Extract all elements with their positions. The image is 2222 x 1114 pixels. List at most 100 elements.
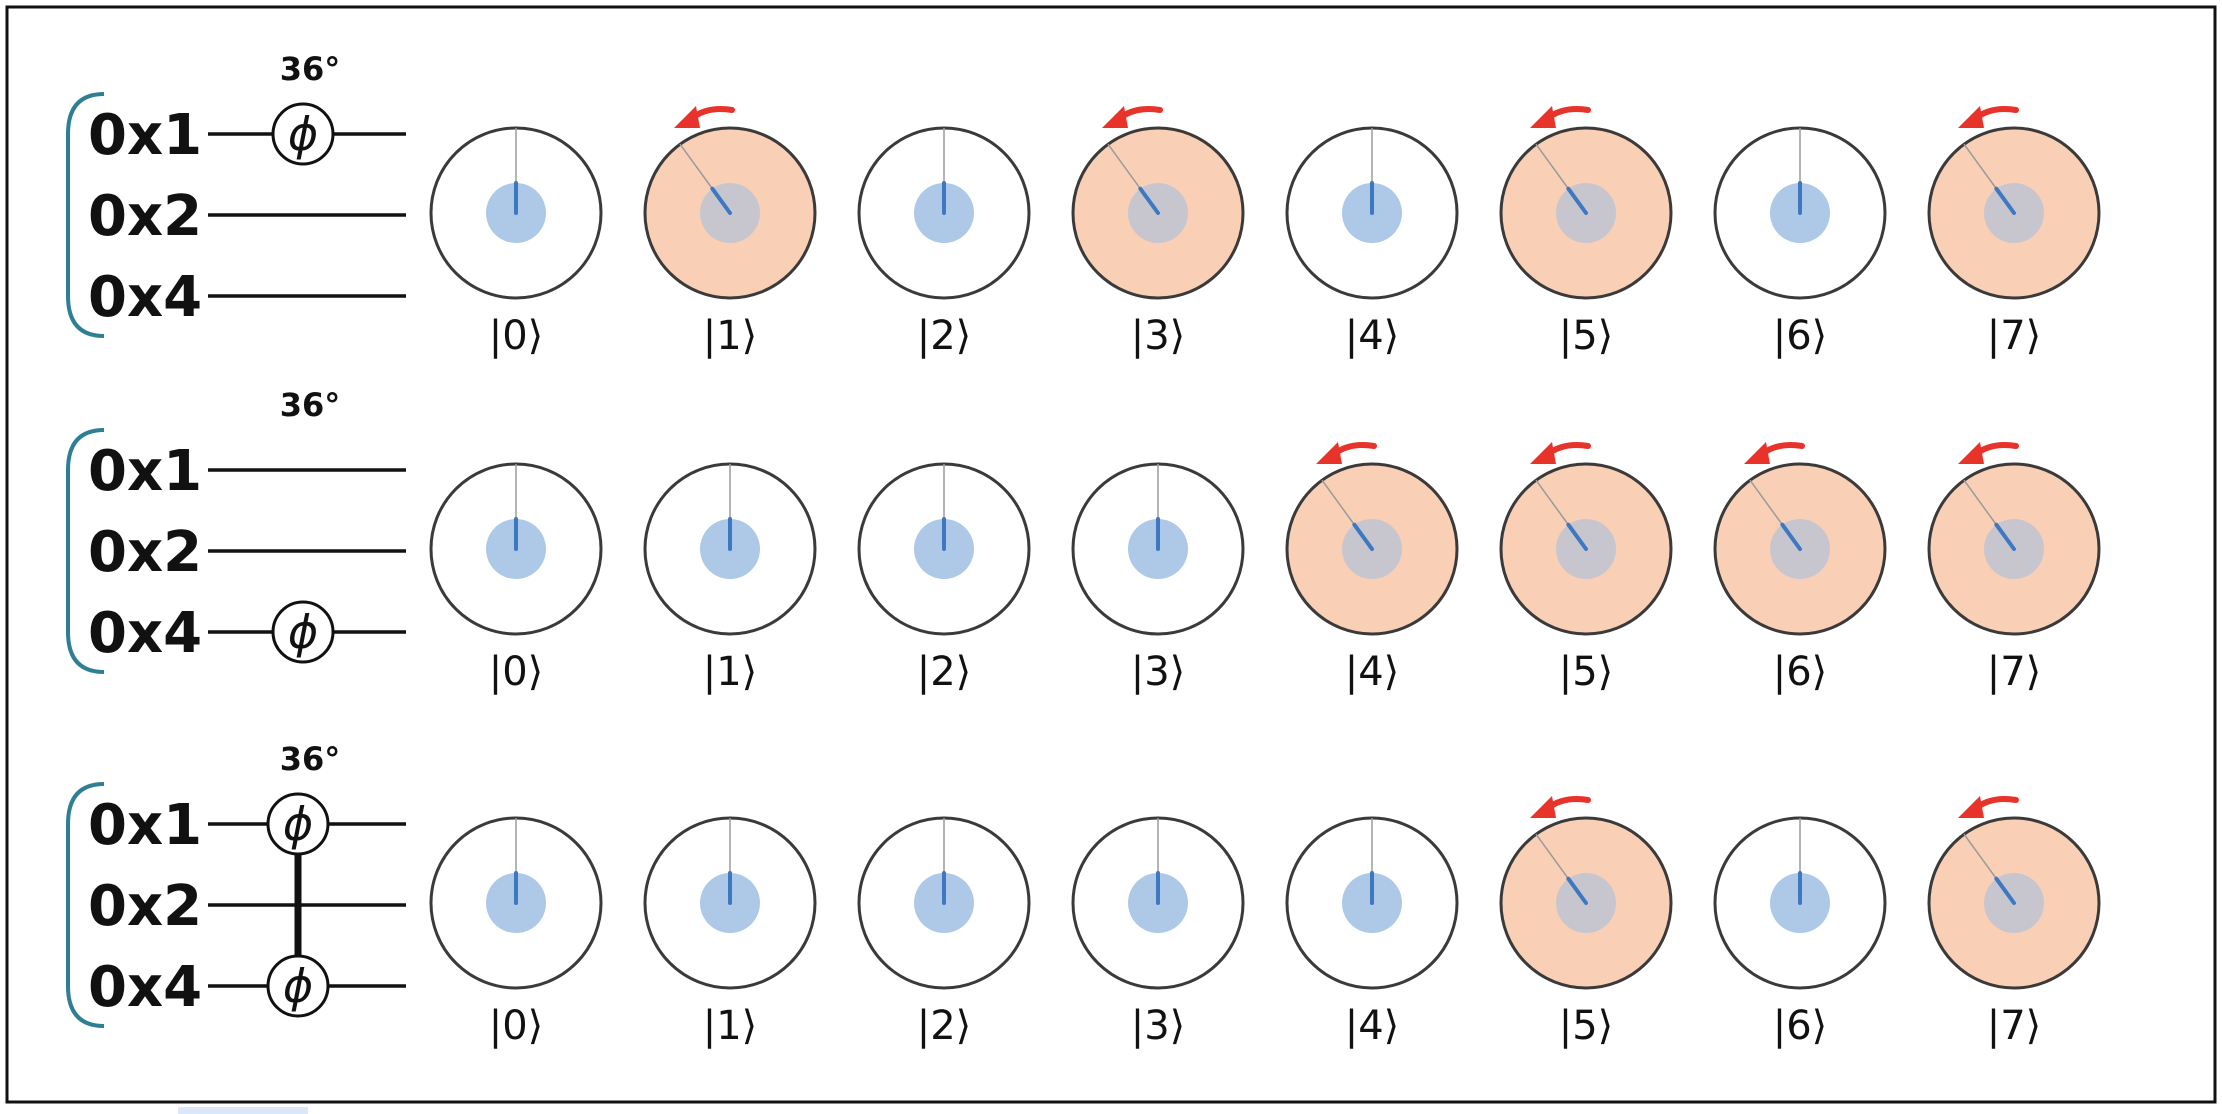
state-ket-label: |0⟩ xyxy=(489,649,544,695)
state-circle-5: |5⟩ xyxy=(1499,106,1673,359)
rotation-arrow-icon xyxy=(1102,106,1163,128)
state-ket-label: |5⟩ xyxy=(1559,1003,1614,1049)
state-circle-2: |2⟩ xyxy=(857,126,1031,359)
rotation-arrow-head xyxy=(674,106,700,128)
rotation-arrow-head xyxy=(1530,796,1556,818)
rotation-arrow-icon xyxy=(1530,106,1591,128)
state-ket-label: |2⟩ xyxy=(917,313,972,359)
state-circle-2: |2⟩ xyxy=(857,816,1031,1049)
state-circle-3: |3⟩ xyxy=(1071,106,1245,359)
register-label: 0x4 xyxy=(88,601,202,666)
rotation-arrow-head xyxy=(1530,442,1556,464)
phase-indicator xyxy=(1780,522,1802,551)
register-label: 0x2 xyxy=(88,874,202,939)
state-ket-label: |6⟩ xyxy=(1773,1003,1828,1049)
panel-2: 0x1 0x2 0x4 36° ϕ |0⟩ |1⟩ |2⟩ |3⟩ |4⟩ |5⟩ |6⟩ |7⟩ xyxy=(66,386,2101,695)
phi-gate-symbol: ϕ xyxy=(288,107,318,161)
state-ket-label: |7⟩ xyxy=(1987,649,2042,695)
register-bracket xyxy=(66,782,105,1028)
state-ket-label: |4⟩ xyxy=(1345,313,1400,359)
state-ket-label: |2⟩ xyxy=(917,649,972,695)
phase-indicator xyxy=(1994,186,2016,215)
state-ket-label: |0⟩ xyxy=(489,313,544,359)
state-ket-label: |4⟩ xyxy=(1345,1003,1400,1049)
state-circle-1: |1⟩ xyxy=(643,462,817,695)
rotation-arrow-head xyxy=(1316,442,1342,464)
rotation-arrow-icon xyxy=(1958,106,2019,128)
phi-gate-icon: ϕ xyxy=(266,954,330,1018)
state-circle-3: |3⟩ xyxy=(1071,816,1245,1049)
state-ket-label: |3⟩ xyxy=(1131,649,1186,695)
phase-indicator xyxy=(1566,522,1588,551)
rotation-arrow-icon xyxy=(1958,796,2019,818)
phase-indicator xyxy=(1994,876,2016,905)
phi-gate-icon: ϕ xyxy=(266,792,330,856)
state-circle-3: |3⟩ xyxy=(1071,462,1245,695)
phi-gate-circle xyxy=(266,792,330,856)
phase-indicator xyxy=(1566,876,1588,905)
rotation-arrow-head xyxy=(1958,796,1984,818)
state-ket-label: |1⟩ xyxy=(703,649,758,695)
rotation-arrow-head xyxy=(1958,442,1984,464)
state-ket-label: |1⟩ xyxy=(703,1003,758,1049)
register-label: 0x4 xyxy=(88,955,202,1020)
phi-gate-symbol: ϕ xyxy=(283,797,313,851)
phase-indicator xyxy=(1352,522,1374,551)
state-circle-1: |1⟩ xyxy=(643,816,817,1049)
phase-indicator xyxy=(1994,522,2016,551)
rotation-arrow-icon xyxy=(1958,442,2019,464)
panel-3: 0x1 0x2 0x4 36° ϕ ϕ |0⟩ |1⟩ |2⟩ |3⟩ |4⟩ |5⟩ |6⟩ |7⟩ xyxy=(66,740,2101,1049)
rotation-arrow-head xyxy=(1744,442,1770,464)
state-circle-0: |0⟩ xyxy=(429,126,603,359)
state-circle-4: |4⟩ xyxy=(1285,126,1459,359)
angle-label: 36° xyxy=(280,386,341,424)
phase-indicator xyxy=(1566,186,1588,215)
register-bracket xyxy=(66,428,105,674)
phi-gate-icon: ϕ xyxy=(271,102,335,166)
state-circle-5: |5⟩ xyxy=(1499,796,1673,1049)
rotation-arrow-head xyxy=(1958,106,1984,128)
state-circle-7: |7⟩ xyxy=(1927,796,2101,1049)
register-label: 0x4 xyxy=(88,265,202,330)
state-ket-label: |5⟩ xyxy=(1559,313,1614,359)
state-circle-0: |0⟩ xyxy=(429,816,603,1049)
state-circle-7: |7⟩ xyxy=(1927,106,2101,359)
state-circle-0: |0⟩ xyxy=(429,462,603,695)
state-ket-label: |2⟩ xyxy=(917,1003,972,1049)
rotation-arrow-icon xyxy=(1316,442,1377,464)
state-ket-label: |6⟩ xyxy=(1773,313,1828,359)
angle-label: 36° xyxy=(280,740,341,778)
rotation-arrow-head xyxy=(1530,106,1556,128)
panels-layer: 0x1 0x2 0x4 36° ϕ |0⟩ |1⟩ |2⟩ |3⟩ |4⟩ |5⟩ |6⟩ |7⟩ 0x1… xyxy=(66,50,2101,1049)
state-circle-7: |7⟩ xyxy=(1927,442,2101,695)
register-label: 0x2 xyxy=(88,520,202,585)
rotation-arrow-icon xyxy=(674,106,735,128)
state-ket-label: |3⟩ xyxy=(1131,313,1186,359)
phi-gate-icon: ϕ xyxy=(271,600,335,664)
phase-indicator xyxy=(710,186,732,215)
phi-gate-circle xyxy=(271,600,335,664)
state-circle-5: |5⟩ xyxy=(1499,442,1673,695)
state-ket-label: |7⟩ xyxy=(1987,1003,2042,1049)
state-circle-6: |6⟩ xyxy=(1713,126,1887,359)
phi-gate-circle xyxy=(266,954,330,1018)
register-label: 0x1 xyxy=(88,439,202,504)
phase-indicator xyxy=(1138,186,1160,215)
state-circle-6: |6⟩ xyxy=(1713,816,1887,1049)
register-bracket xyxy=(66,92,105,338)
state-ket-label: |7⟩ xyxy=(1987,313,2042,359)
state-ket-label: |5⟩ xyxy=(1559,649,1614,695)
phi-gate-symbol: ϕ xyxy=(288,605,318,659)
phi-gate-circle xyxy=(271,102,335,166)
state-ket-label: |0⟩ xyxy=(489,1003,544,1049)
panel-1: 0x1 0x2 0x4 36° ϕ |0⟩ |1⟩ |2⟩ |3⟩ |4⟩ |5⟩ |6⟩ |7⟩ xyxy=(66,50,2101,359)
rotation-arrow-icon xyxy=(1530,442,1591,464)
rotation-arrow-head xyxy=(1102,106,1128,128)
state-ket-label: |4⟩ xyxy=(1345,649,1400,695)
state-circle-4: |4⟩ xyxy=(1285,816,1459,1049)
rotation-arrow-icon xyxy=(1744,442,1805,464)
state-circle-2: |2⟩ xyxy=(857,462,1031,695)
state-ket-label: |1⟩ xyxy=(703,313,758,359)
register-label: 0x1 xyxy=(88,103,202,168)
